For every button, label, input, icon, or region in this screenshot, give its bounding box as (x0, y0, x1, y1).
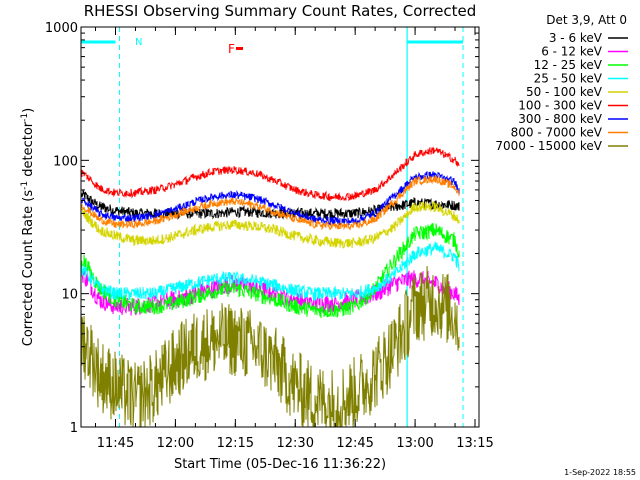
legend-title: Det 3,9, Att 0 (546, 13, 627, 27)
x-tick-label: 12:45 (336, 436, 373, 451)
plot-area (81, 27, 464, 428)
series-line-8 (81, 265, 460, 428)
x-tick-label: 11:45 (97, 436, 134, 451)
legend-entry-label: 800 - 7000 keV (511, 126, 603, 140)
plot-frame (80, 26, 480, 428)
timestamp: 1-Sep-2022 18:55 (564, 468, 636, 477)
flag-f-label: F (228, 42, 235, 56)
series-line-0 (81, 189, 460, 221)
y-axis-title-part3: ) (21, 108, 36, 113)
legend-entry-label: 7000 - 15000 keV (495, 139, 602, 153)
x-tick-label: 12:15 (217, 436, 254, 451)
series-line-4 (81, 201, 460, 249)
legend-entry-label: 100 - 300 keV (518, 99, 602, 113)
y-axis-title-part2: detector (21, 121, 36, 181)
y-tick-label: 1000 (45, 21, 78, 36)
flag-f-bar (236, 47, 243, 50)
x-tick-label: 13:00 (396, 436, 433, 451)
x-tick-label: 13:15 (456, 436, 493, 451)
x-axis-label: Start Time (05-Dec-16 11:36:22) (174, 457, 386, 472)
y-axis-title-sup2: -1 (20, 113, 30, 122)
series-line-2 (81, 223, 460, 319)
y-tick-label: 10 (61, 288, 78, 303)
x-tick-label: 12:00 (157, 436, 194, 451)
legend-entry-label: 50 - 100 keV (526, 85, 603, 99)
y-axis-title-part1: Corrected Count Rate (s (21, 190, 36, 347)
y-tick-label: 1 (70, 421, 78, 436)
y-tick-label: 100 (53, 154, 78, 169)
y-axis-title-sup1: -1 (20, 181, 30, 190)
flag-n-label: N (135, 37, 142, 48)
chart-title: RHESSI Observing Summary Count Rates, Co… (84, 2, 477, 20)
legend-entry-label: 12 - 25 keV (534, 58, 603, 72)
legend-entry-label: 6 - 12 keV (541, 45, 603, 59)
legend-entry-label: 25 - 50 keV (534, 72, 603, 86)
y-axis-title: Corrected Count Rate (s-1 detector-1) (20, 108, 36, 346)
series-line-5 (81, 146, 460, 202)
axes: 1 10 100 1000 11:45 12:00 12:15 12:30 12:45 13:00… (45, 21, 494, 451)
legend-entry-label: 300 - 800 keV (518, 112, 602, 126)
legend-entry-label: 3 - 6 keV (549, 31, 603, 45)
x-tick-label: 12:30 (277, 436, 314, 451)
series-line-3 (81, 241, 460, 302)
series-line-7 (81, 174, 460, 231)
x-axis-title: Start Time (05-Dec-16 11:36:22) (174, 457, 386, 472)
